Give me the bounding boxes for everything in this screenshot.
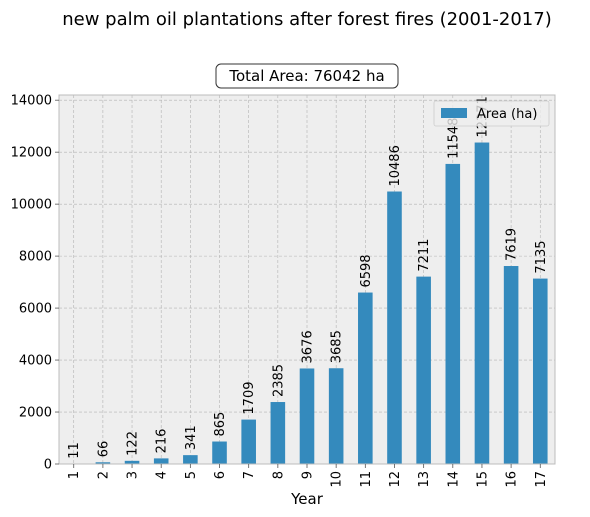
bar xyxy=(416,276,431,464)
data-label: 7135 xyxy=(534,240,549,273)
bar xyxy=(124,460,140,464)
x-tick-label: 2 xyxy=(96,471,111,479)
x-tick-label: 5 xyxy=(184,471,199,479)
data-label: 66 xyxy=(96,441,111,458)
x-tick-label: 7 xyxy=(242,471,257,479)
data-label: 7619 xyxy=(505,228,520,261)
x-tick-label: 3 xyxy=(126,471,141,479)
data-label: 3676 xyxy=(301,330,316,363)
chart-title: new palm oil plantations after forest fi… xyxy=(62,9,551,30)
x-tick-label: 13 xyxy=(417,471,432,488)
x-tick-label: 8 xyxy=(271,471,286,479)
y-tick-label: 8000 xyxy=(19,250,52,265)
bar xyxy=(532,278,548,464)
y-axis: 0 2000 4000 6000 8000 10000 12000 14000 xyxy=(11,94,59,473)
bar xyxy=(153,458,169,464)
bar xyxy=(358,292,373,464)
y-tick-label: 12000 xyxy=(11,146,52,161)
y-tick-label: 4000 xyxy=(19,354,52,369)
data-label: 1709 xyxy=(242,381,257,414)
bar xyxy=(474,142,490,464)
bar xyxy=(503,266,519,464)
data-label: 3685 xyxy=(330,330,345,363)
y-tick-label: 14000 xyxy=(11,94,52,109)
data-label: 865 xyxy=(213,412,228,437)
x-axis-label: Year xyxy=(290,490,324,508)
bar xyxy=(270,402,286,464)
data-label: 10486 xyxy=(388,145,403,186)
bar xyxy=(445,163,461,464)
bar xyxy=(212,441,227,464)
y-tick-label: 6000 xyxy=(19,302,52,317)
data-label: 216 xyxy=(155,429,170,454)
bar xyxy=(387,191,402,464)
bar xyxy=(328,368,344,464)
legend-frame xyxy=(433,100,550,127)
data-label: 6598 xyxy=(359,254,374,287)
annotation-text: Total Area: 76042 ha xyxy=(228,67,384,85)
annotation-box xyxy=(215,63,399,89)
data-label: 341 xyxy=(184,425,199,450)
bar xyxy=(241,419,256,464)
x-tick-label: 11 xyxy=(359,471,374,488)
legend-swatch xyxy=(441,108,467,118)
bar xyxy=(183,455,198,464)
data-label: 11548 xyxy=(446,118,461,159)
data-label: 11 xyxy=(67,442,82,459)
x-axis: 1 2 3 4 5 6 7 8 9 10 11 12 13 14 15 16 17 xyxy=(67,464,549,488)
data-label: 2385 xyxy=(271,364,286,397)
x-tick-label: 4 xyxy=(155,471,170,479)
y-tick-label: 2000 xyxy=(19,406,52,421)
x-tick-label: 14 xyxy=(446,471,461,488)
x-tick-label: 16 xyxy=(505,471,520,488)
data-label: 7211 xyxy=(417,239,432,272)
legend: Area (ha) xyxy=(433,100,550,127)
x-tick-label: 1 xyxy=(67,471,82,479)
bar xyxy=(299,368,315,464)
legend-label: Area (ha) xyxy=(477,107,537,122)
total-area-annotation: Total Area: 76042 ha xyxy=(215,63,399,89)
y-tick-label: 10000 xyxy=(11,198,52,213)
data-label: 122 xyxy=(126,431,141,456)
x-tick-label: 15 xyxy=(475,471,490,488)
bar xyxy=(95,462,111,464)
bars xyxy=(66,142,548,464)
x-tick-label: 17 xyxy=(534,471,549,488)
x-tick-label: 6 xyxy=(213,471,228,479)
x-tick-label: 10 xyxy=(330,471,345,488)
y-tick-label: 0 xyxy=(44,458,52,473)
x-tick-label: 12 xyxy=(388,471,403,488)
x-tick-label: 9 xyxy=(301,471,316,479)
